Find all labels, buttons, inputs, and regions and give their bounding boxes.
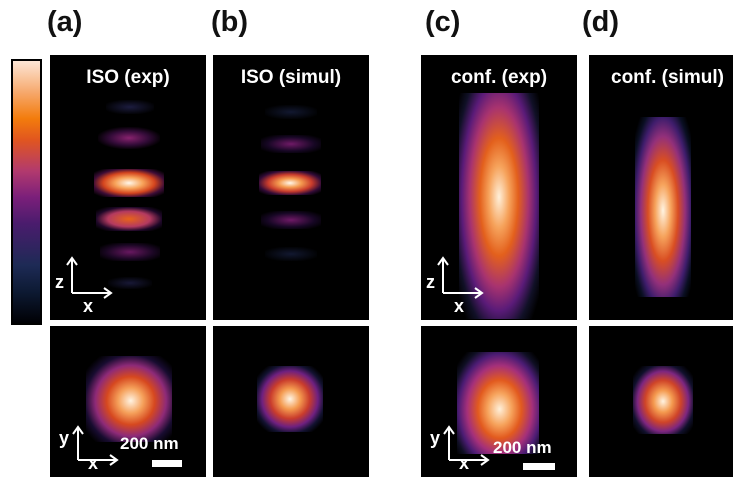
psf-fringe bbox=[108, 277, 152, 289]
axis-label-y: y bbox=[430, 428, 441, 448]
axis-indicator-yx bbox=[70, 424, 130, 470]
scale-bar bbox=[152, 460, 182, 467]
panel-a-xz: ISO (exp) z x bbox=[50, 55, 206, 320]
scale-bar-label: 200 nm bbox=[120, 434, 179, 453]
psf-fringe bbox=[98, 127, 160, 149]
psf-fringe bbox=[100, 243, 160, 261]
panel-d-xz: conf. (simul) bbox=[589, 55, 733, 320]
axis-label-z: z bbox=[426, 272, 435, 292]
psf-center bbox=[94, 169, 164, 197]
axis-label-x: x bbox=[459, 453, 470, 473]
panel-d-xy bbox=[589, 326, 733, 477]
psf-spot bbox=[457, 352, 539, 454]
psf-elongated bbox=[459, 93, 539, 319]
psf-fringe bbox=[265, 105, 317, 119]
panel-c-xz: conf. (exp) z x bbox=[421, 55, 577, 320]
psf-fringe bbox=[261, 135, 321, 153]
axis-indicator-zx bbox=[435, 255, 495, 301]
axis-label-x: x bbox=[88, 453, 99, 473]
psf-spot bbox=[257, 366, 323, 432]
psf-spot bbox=[86, 356, 172, 442]
panel-a-xy: y x 200 nm bbox=[50, 326, 206, 477]
psf-fringe bbox=[261, 211, 321, 229]
scale-bar-label: 200 nm bbox=[493, 438, 552, 457]
axis-label-y: y bbox=[59, 428, 70, 448]
panel-b-xy bbox=[213, 326, 369, 477]
colorbar bbox=[11, 59, 42, 325]
psf-fringe bbox=[106, 100, 154, 114]
psf-center bbox=[259, 171, 321, 195]
axis-label-x: x bbox=[454, 296, 465, 316]
panel-title-iso-simul: ISO (simul) bbox=[240, 67, 342, 88]
panel-title-conf-exp: conf. (exp) bbox=[450, 67, 548, 88]
panel-b-xz: ISO (simul) bbox=[213, 55, 369, 320]
panel-label-c: (c) bbox=[425, 6, 461, 38]
panel-label-d: (d) bbox=[582, 6, 620, 38]
panel-c-xy: y x 200 nm bbox=[421, 326, 577, 477]
scale-bar bbox=[523, 463, 555, 470]
axis-indicator-zx bbox=[64, 255, 124, 301]
psf-fringe bbox=[96, 207, 162, 231]
panel-title-conf-simul: conf. (simul) bbox=[611, 67, 724, 88]
axis-label-z: z bbox=[55, 272, 64, 292]
axis-label-x: x bbox=[83, 296, 94, 316]
panel-label-a: (a) bbox=[47, 6, 83, 38]
psf-elongated bbox=[635, 117, 691, 297]
panel-label-b: (b) bbox=[211, 6, 249, 38]
panel-title-iso-exp: ISO (exp) bbox=[86, 67, 170, 88]
psf-fringe bbox=[265, 247, 317, 261]
axis-indicator-yx bbox=[441, 424, 501, 470]
psf-spot bbox=[633, 366, 693, 434]
